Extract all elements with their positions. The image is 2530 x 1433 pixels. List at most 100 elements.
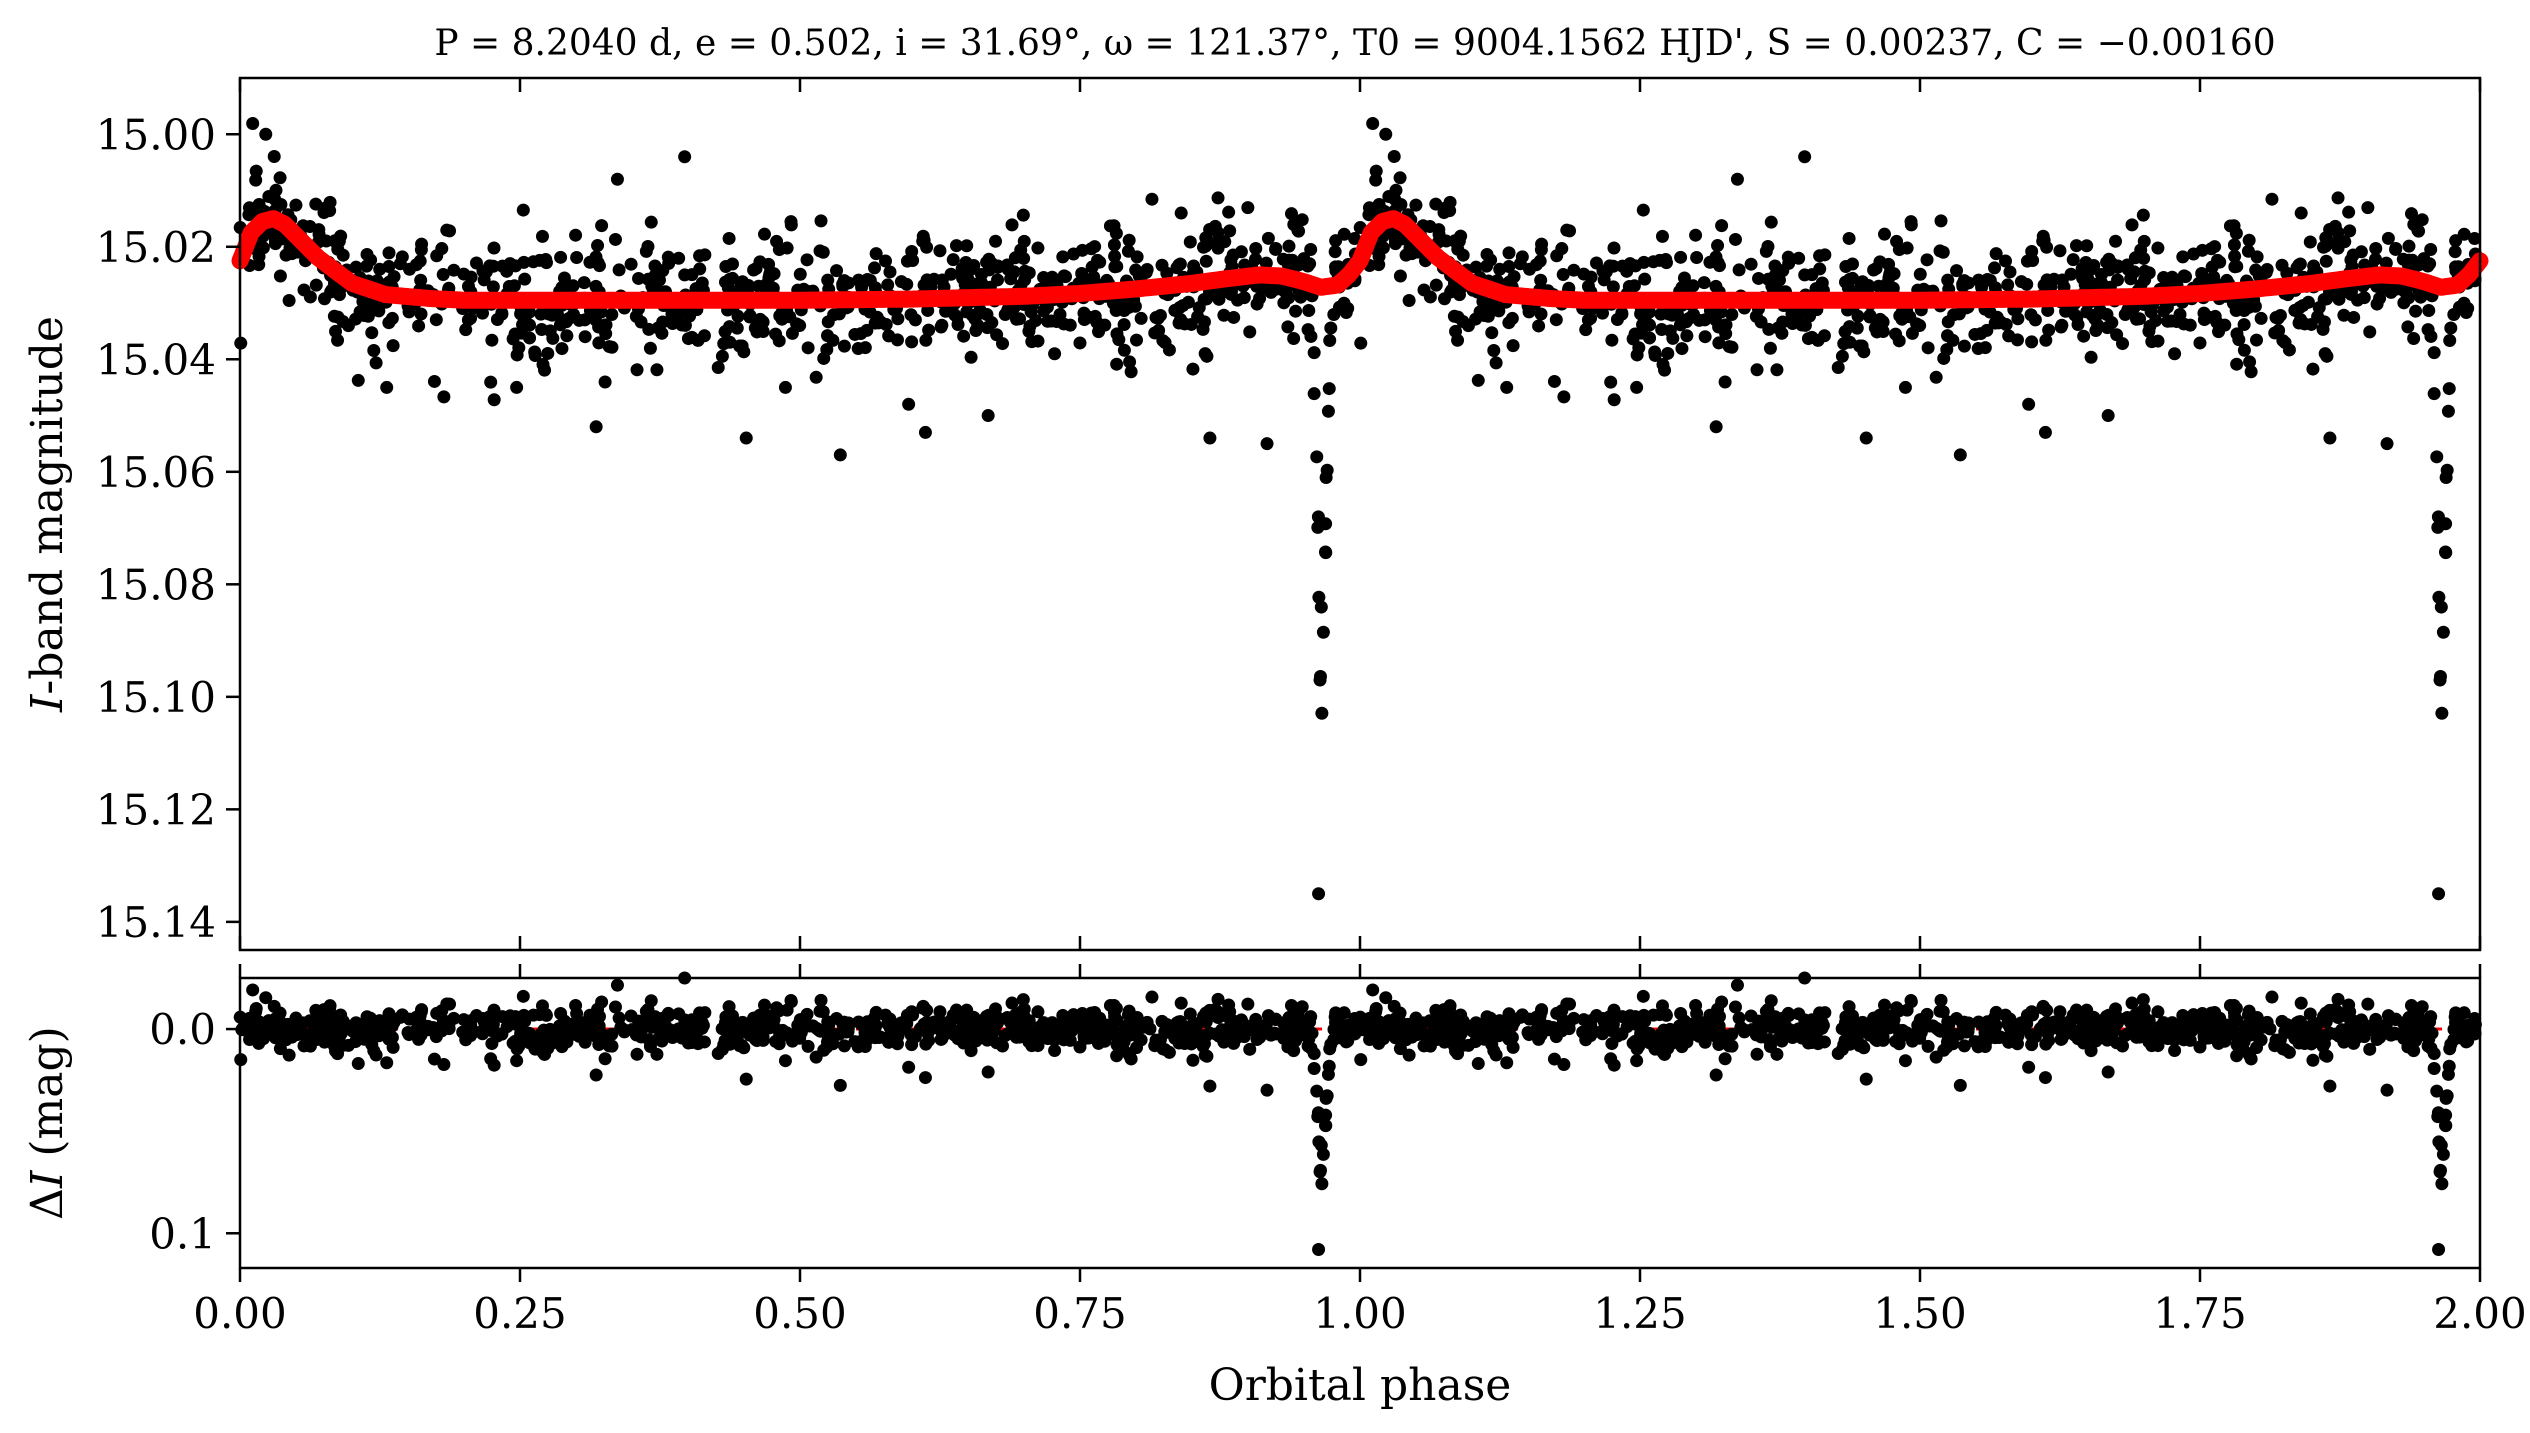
- residual-point: [2227, 998, 2241, 1012]
- residual-point: [2363, 1042, 2377, 1056]
- data-point: [1892, 243, 1906, 257]
- data-point: [503, 257, 517, 271]
- data-point: [2024, 308, 2038, 322]
- data-point: [1304, 242, 1318, 256]
- data-point: [1444, 285, 1458, 299]
- data-point: [1186, 362, 1200, 376]
- data-point: [2038, 425, 2052, 439]
- residual-point: [1817, 1035, 1831, 1049]
- residual-point: [2320, 1028, 2334, 1042]
- data-point: [1310, 450, 1324, 464]
- data-point: [891, 312, 905, 326]
- data-point: [1850, 321, 1864, 335]
- residual-point: [2109, 1002, 2123, 1016]
- data-point: [814, 214, 828, 228]
- residual-point: [800, 1007, 814, 1021]
- residual-point: [1496, 1023, 1510, 1037]
- data-point: [2254, 311, 2268, 325]
- residual-point: [1172, 1036, 1186, 1050]
- residual-point: [1934, 993, 1948, 1007]
- data-point: [1172, 258, 1186, 272]
- residual-point: [1640, 1030, 1654, 1044]
- residual-point: [1837, 1038, 1851, 1052]
- data-point: [949, 239, 963, 253]
- data-point: [1057, 269, 1071, 283]
- residual-point: [242, 1011, 256, 1025]
- residual-point: [1988, 1011, 2002, 1025]
- data-point: [904, 308, 918, 322]
- data-point: [412, 319, 426, 333]
- data-point: [1759, 244, 1773, 258]
- residual-point: [1653, 1008, 1667, 1022]
- residual-point: [964, 1024, 978, 1038]
- residual-point: [1200, 1049, 1214, 1063]
- residual-point: [1971, 1040, 1985, 1054]
- data-point: [1302, 304, 1316, 318]
- data-point: [1476, 295, 1490, 309]
- data-point: [1630, 380, 1644, 394]
- residual-point: [778, 1054, 792, 1068]
- residual-point: [2316, 1010, 2330, 1024]
- data-point: [595, 219, 609, 233]
- data-point: [1817, 329, 1831, 343]
- data-point: [1004, 272, 1018, 286]
- data-point: [1480, 259, 1494, 273]
- residual-point: [981, 1065, 995, 1079]
- data-point: [1722, 340, 1736, 354]
- residual-point: [783, 1028, 797, 1042]
- data-point: [1348, 232, 1362, 246]
- data-point: [1223, 224, 1237, 238]
- residual-point: [725, 1019, 739, 1033]
- data-point: [946, 253, 960, 267]
- residual-point: [1623, 1009, 1637, 1023]
- data-point: [639, 244, 653, 258]
- data-point: [1934, 214, 1948, 228]
- residual-point: [1056, 1008, 1070, 1022]
- data-point: [772, 243, 786, 257]
- residual-point: [1589, 1009, 1603, 1023]
- data-point: [559, 315, 573, 329]
- data-point: [2020, 254, 2034, 268]
- data-point: [2292, 258, 2306, 272]
- data-point: [883, 265, 897, 279]
- residual-point: [2434, 1138, 2448, 1152]
- data-point: [2294, 206, 2308, 220]
- residual-point: [403, 1012, 417, 1026]
- top-y-axis-label-italic: I: [22, 693, 73, 713]
- residual-point: [1883, 1013, 1897, 1027]
- residual-point: [1709, 1017, 1723, 1031]
- data-point: [693, 262, 707, 276]
- residual-point: [1211, 1011, 1225, 1025]
- data-point: [1988, 261, 2002, 275]
- data-point: [1227, 310, 1241, 324]
- residual-point: [589, 1017, 603, 1031]
- residual-point: [1709, 1068, 1723, 1082]
- data-point: [1122, 233, 1136, 247]
- top-y-tick-label: 15.04: [96, 335, 216, 384]
- residual-point: [2211, 1011, 2225, 1025]
- residual-point: [2161, 1032, 2175, 1046]
- x-tick-label: 0.00: [193, 1289, 287, 1338]
- residual-point: [1091, 1011, 1105, 1025]
- data-point: [2242, 233, 2256, 247]
- data-point: [1393, 171, 1407, 185]
- residual-point: [1615, 1027, 1629, 1041]
- data-point: [2432, 887, 2446, 901]
- data-point: [1831, 360, 1845, 374]
- residual-point: [303, 1014, 317, 1028]
- data-point: [2069, 239, 2083, 253]
- residual-point: [858, 1026, 872, 1040]
- data-point: [1181, 295, 1195, 309]
- residual-point: [2359, 1024, 2373, 1038]
- data-point: [1307, 387, 1321, 401]
- data-point: [1269, 242, 1283, 256]
- residual-point: [2439, 1108, 2453, 1122]
- data-point: [1025, 335, 1039, 349]
- data-point: [1637, 255, 1651, 269]
- data-point: [2265, 192, 2279, 206]
- residual-point: [2405, 1015, 2419, 1029]
- residual-point: [662, 1009, 676, 1023]
- top-y-tick-label: 15.08: [96, 560, 216, 609]
- data-point: [1200, 292, 1214, 306]
- data-point: [1313, 673, 1327, 687]
